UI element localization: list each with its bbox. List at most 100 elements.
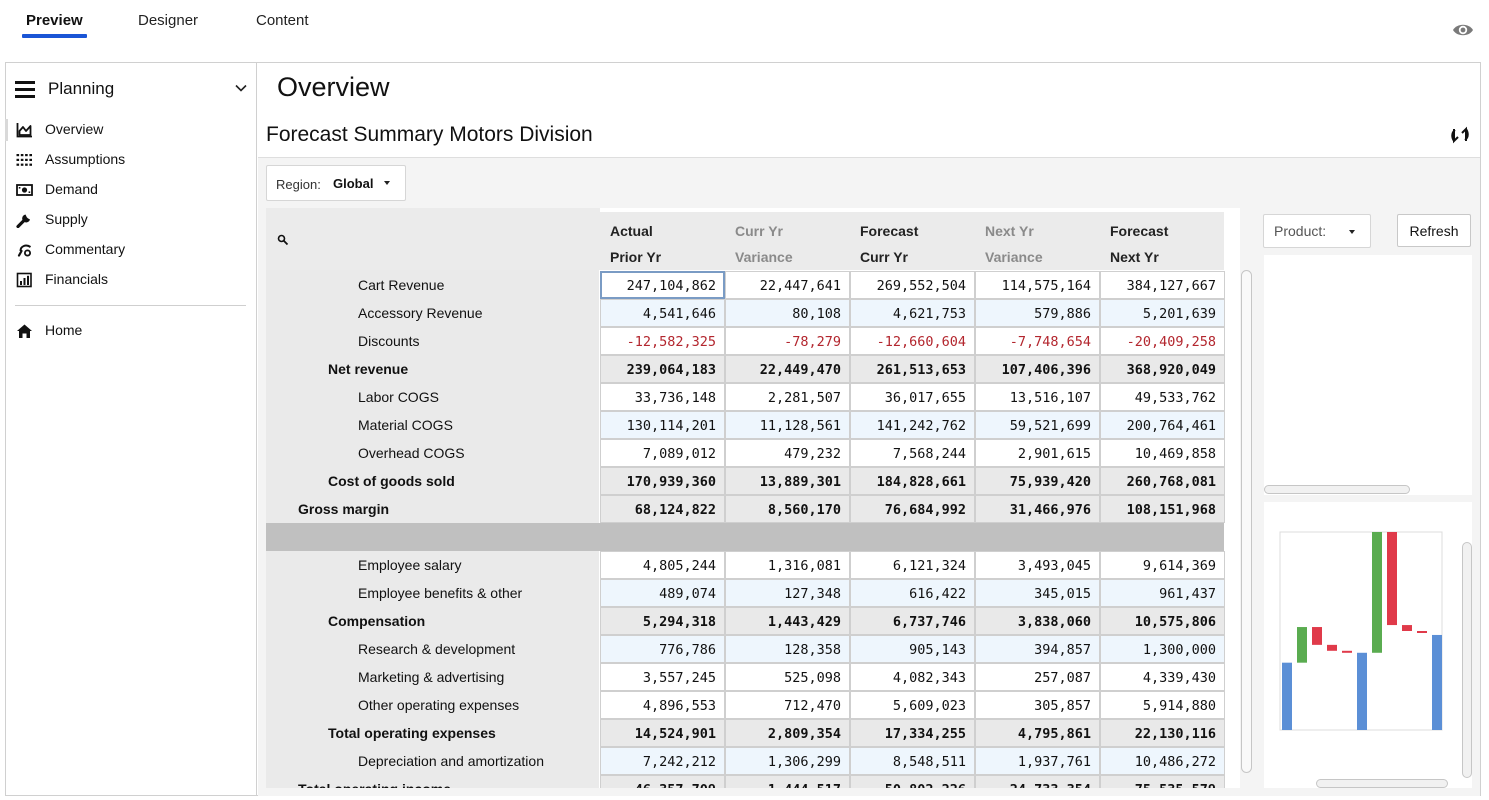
grid-cell[interactable]: 128,358	[725, 635, 850, 663]
grid-cell[interactable]: 5,609,023	[850, 691, 975, 719]
grid-cell[interactable]: 141,242,762	[850, 411, 975, 439]
grid-cell[interactable]: -12,660,604	[850, 327, 975, 355]
grid-cell[interactable]: 1,316,081	[725, 551, 850, 579]
grid-cell[interactable]: 10,469,858	[1100, 439, 1225, 467]
waterfall-bar[interactable]	[1357, 652, 1367, 730]
grid-cell[interactable]: 394,857	[975, 635, 1100, 663]
waterfall-bar[interactable]	[1297, 627, 1307, 663]
sidebar-item-home[interactable]: Home	[5, 316, 257, 346]
grid-cell[interactable]: -20,409,258	[1100, 327, 1225, 355]
sync-icon[interactable]	[1450, 126, 1470, 144]
grid-cell[interactable]: 384,127,667	[1100, 271, 1225, 299]
grid-cell[interactable]: 260,768,081	[1100, 467, 1225, 495]
waterfall-bar[interactable]	[1327, 644, 1337, 651]
grid-cell[interactable]: 479,232	[725, 439, 850, 467]
grid-cell[interactable]: 108,151,968	[1100, 495, 1225, 523]
waterfall-bar[interactable]	[1387, 532, 1397, 626]
grid-cell[interactable]: 5,201,639	[1100, 299, 1225, 327]
grid-cell[interactable]: 75,535,579	[1100, 775, 1225, 788]
grid-cell[interactable]: 13,516,107	[975, 383, 1100, 411]
grid-vertical-scrollbar[interactable]	[1241, 270, 1252, 773]
grid-cell[interactable]: 46,357,709	[600, 775, 725, 788]
column-header[interactable]: Next Yr Variance	[985, 218, 1043, 270]
chart-horizontal-scrollbar[interactable]	[1316, 779, 1448, 788]
grid-cell[interactable]: 579,886	[975, 299, 1100, 327]
waterfall-bar[interactable]	[1432, 634, 1442, 730]
grid-cell[interactable]: 8,548,511	[850, 747, 975, 775]
grid-cell[interactable]: 905,143	[850, 635, 975, 663]
grid-cell[interactable]: 6,737,746	[850, 607, 975, 635]
tab-designer[interactable]: Designer	[138, 12, 199, 29]
waterfall-bar[interactable]	[1312, 627, 1322, 645]
grid-cell[interactable]: -7,748,654	[975, 327, 1100, 355]
grid-cell[interactable]: 776,786	[600, 635, 725, 663]
column-header[interactable]: Actual Prior Yr	[610, 218, 661, 270]
grid-cell[interactable]: 1,444,517	[725, 775, 850, 788]
waterfall-bar[interactable]	[1372, 532, 1382, 653]
grid-cell[interactable]: 1,306,299	[725, 747, 850, 775]
grid-cell[interactable]: 31,466,976	[975, 495, 1100, 523]
grid-cell[interactable]: 50,802,226	[850, 775, 975, 788]
grid-cell[interactable]: 2,901,615	[975, 439, 1100, 467]
grid-cell[interactable]: 4,896,553	[600, 691, 725, 719]
column-header[interactable]: Forecast Next Yr	[1110, 218, 1168, 270]
grid-cell[interactable]: 3,838,060	[975, 607, 1100, 635]
grid-cell[interactable]: 6,121,324	[850, 551, 975, 579]
grid-cell[interactable]: 345,015	[975, 579, 1100, 607]
hamburger-menu-icon[interactable]	[15, 81, 35, 98]
grid-cell[interactable]: 7,242,212	[600, 747, 725, 775]
grid-cell[interactable]: -78,279	[725, 327, 850, 355]
waterfall-bar[interactable]	[1342, 650, 1352, 653]
grid-cell[interactable]: 4,805,244	[600, 551, 725, 579]
grid-cell[interactable]: 712,470	[725, 691, 850, 719]
grid-cell[interactable]: 24,733,354	[975, 775, 1100, 788]
grid-cell[interactable]: 7,568,244	[850, 439, 975, 467]
grid-cell[interactable]: 49,533,762	[1100, 383, 1225, 411]
chevron-down-icon[interactable]	[234, 82, 248, 94]
grid-cell[interactable]: 4,082,343	[850, 663, 975, 691]
grid-cell[interactable]: 14,524,901	[600, 719, 725, 747]
grid-cell[interactable]: 22,130,116	[1100, 719, 1225, 747]
grid-cell[interactable]: 10,575,806	[1100, 607, 1225, 635]
sidebar-item-assumptions[interactable]: Assumptions	[5, 145, 257, 175]
grid-cell[interactable]: 130,114,201	[600, 411, 725, 439]
grid-cell[interactable]: 239,064,183	[600, 355, 725, 383]
grid-cell[interactable]: 1,937,761	[975, 747, 1100, 775]
sidebar-item-overview[interactable]: Overview	[5, 115, 257, 145]
grid-cell[interactable]: 17,334,255	[850, 719, 975, 747]
eye-icon[interactable]	[1452, 21, 1474, 39]
grid-cell[interactable]: 200,764,461	[1100, 411, 1225, 439]
grid-cell[interactable]: 10,486,272	[1100, 747, 1225, 775]
sidebar-item-demand[interactable]: Demand	[5, 175, 257, 205]
waterfall-bar[interactable]	[1282, 662, 1292, 730]
grid-cell[interactable]: 22,449,470	[725, 355, 850, 383]
grid-cell[interactable]: 2,809,354	[725, 719, 850, 747]
grid-cell[interactable]: -12,582,325	[600, 327, 725, 355]
column-header[interactable]: Forecast Curr Yr	[860, 218, 918, 270]
grid-cell[interactable]: 616,422	[850, 579, 975, 607]
grid-cell[interactable]: 33,736,148	[600, 383, 725, 411]
grid-cell[interactable]: 170,939,360	[600, 467, 725, 495]
grid-cell[interactable]: 8,560,170	[725, 495, 850, 523]
grid-cell[interactable]: 36,017,655	[850, 383, 975, 411]
grid-cell[interactable]: 269,552,504	[850, 271, 975, 299]
grid-cell[interactable]: 2,281,507	[725, 383, 850, 411]
grid-cell[interactable]: 5,294,318	[600, 607, 725, 635]
search-icon[interactable]	[277, 234, 289, 246]
grid-cell[interactable]: 4,339,430	[1100, 663, 1225, 691]
region-dropdown[interactable]: Region: Global	[266, 165, 406, 201]
grid-cell[interactable]: 305,857	[975, 691, 1100, 719]
waterfall-bar[interactable]	[1402, 625, 1412, 631]
grid-cell[interactable]: 127,348	[725, 579, 850, 607]
sidebar-item-supply[interactable]: Supply	[5, 205, 257, 235]
grid-cell[interactable]: 368,920,049	[1100, 355, 1225, 383]
grid-cell[interactable]: 107,406,396	[975, 355, 1100, 383]
grid-cell[interactable]: 13,889,301	[725, 467, 850, 495]
sidebar-item-commentary[interactable]: Commentary	[5, 235, 257, 265]
grid-cell[interactable]: 22,447,641	[725, 271, 850, 299]
tab-content[interactable]: Content	[256, 12, 309, 29]
panel-horizontal-scrollbar[interactable]	[1264, 485, 1410, 494]
grid-cell[interactable]: 114,575,164	[975, 271, 1100, 299]
grid-cell[interactable]: 4,621,753	[850, 299, 975, 327]
grid-cell[interactable]: 76,684,992	[850, 495, 975, 523]
